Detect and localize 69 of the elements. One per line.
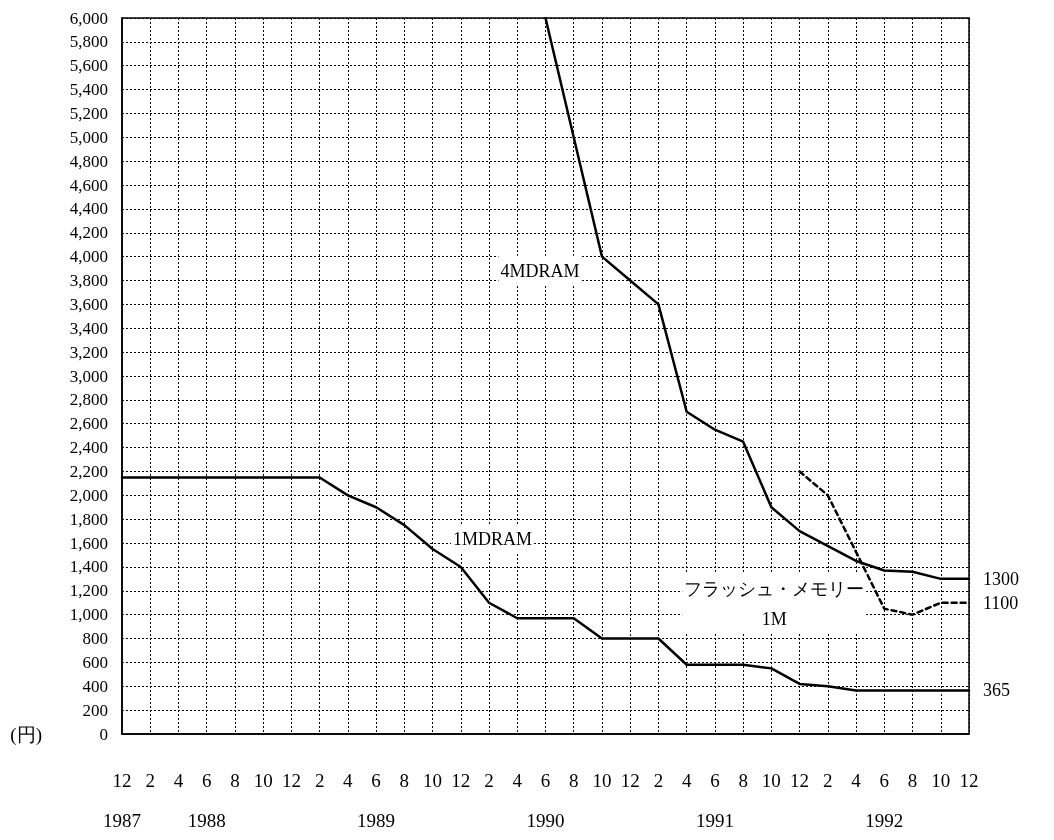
y-tick-label: 6,000 bbox=[69, 8, 108, 28]
series-label: 4MDRAM bbox=[500, 260, 580, 281]
y-tick-label: 1,400 bbox=[69, 557, 108, 577]
x-tick-label: 2 bbox=[484, 769, 494, 791]
y-tick-label: 2,600 bbox=[69, 414, 108, 434]
y-tick-label: 3,800 bbox=[69, 271, 108, 291]
y-tick-label: 1,000 bbox=[69, 605, 108, 625]
x-tick-label: 2 bbox=[145, 769, 155, 791]
x-tick-label: 6 1990 bbox=[526, 769, 565, 831]
x-tick-label: 10 bbox=[931, 769, 951, 791]
data-label: 365 bbox=[983, 680, 1010, 701]
y-tick-label: 5,800 bbox=[69, 32, 108, 52]
y-tick-label: 5,000 bbox=[69, 127, 108, 147]
x-tick-label: 4 bbox=[512, 769, 523, 791]
x-tick-label: 8 bbox=[568, 769, 579, 791]
x-tick-label: 12 bbox=[451, 769, 471, 791]
data-label: 1100 bbox=[983, 592, 1019, 613]
y-tick-label: 800 bbox=[82, 629, 108, 649]
x-tick-label: 2 bbox=[653, 769, 664, 791]
data-label: 1300 bbox=[983, 568, 1019, 589]
y-tick-label: 400 bbox=[82, 676, 108, 696]
y-tick-label: 2,000 bbox=[69, 485, 108, 505]
x-tick-label: 12 1987 bbox=[103, 769, 141, 831]
y-tick-label: 2,200 bbox=[69, 461, 108, 481]
x-tick-label: 6 1988 bbox=[187, 769, 226, 831]
x-tick-label: 10 bbox=[592, 769, 612, 791]
y-axis-title: (円) bbox=[10, 723, 42, 746]
x-tick-label: 12 bbox=[620, 769, 640, 791]
x-tick-label: 10 bbox=[423, 769, 443, 791]
y-tick-label: 1,600 bbox=[69, 533, 108, 553]
y-tick-label: 5,600 bbox=[69, 56, 108, 76]
x-tick-label: 2 bbox=[314, 769, 325, 791]
x-tick-label: 4 bbox=[681, 769, 692, 791]
x-tick-label: 12 bbox=[959, 769, 979, 791]
y-tick-label: 3,200 bbox=[69, 342, 108, 362]
x-tick-label: 6 1989 bbox=[357, 769, 396, 831]
y-tick-label: 5,400 bbox=[69, 80, 108, 100]
y-tick-label: 1,800 bbox=[69, 509, 108, 529]
y-tick-label: 3,000 bbox=[69, 366, 108, 386]
series-label: フラッシュ・メモリー 1M bbox=[684, 578, 865, 629]
y-tick-label: 4,200 bbox=[69, 223, 108, 243]
x-tick-label: 12 bbox=[790, 769, 810, 791]
x-tick-label: 10 bbox=[253, 769, 273, 791]
series-label: 1MDRAM bbox=[453, 529, 533, 550]
x-tick-label: 8 bbox=[230, 769, 240, 791]
x-tick-label: 2 bbox=[823, 769, 833, 791]
y-tick-label: 0 bbox=[99, 724, 108, 744]
y-tick-label: 4,800 bbox=[69, 151, 108, 171]
y-tick-label: 2,400 bbox=[69, 438, 108, 458]
x-tick-label: 8 bbox=[738, 769, 748, 791]
x-tick-label: 6 1992 bbox=[865, 769, 904, 831]
x-tick-label: 4 bbox=[851, 769, 862, 791]
x-tick-label: 10 bbox=[761, 769, 781, 791]
y-tick-label: 4,600 bbox=[69, 175, 108, 195]
x-tick-label: 8 bbox=[399, 769, 410, 791]
x-tick-label: 8 bbox=[907, 769, 918, 791]
y-tick-label: 200 bbox=[82, 700, 108, 720]
y-tick-label: 1,200 bbox=[69, 581, 108, 601]
x-tick-label: 6 1991 bbox=[695, 769, 734, 831]
y-tick-label: 5,200 bbox=[69, 103, 108, 123]
x-tick-label: 4 bbox=[343, 769, 354, 791]
y-tick-label: 3,400 bbox=[69, 318, 108, 338]
x-tick-label: 12 bbox=[281, 769, 301, 791]
y-tick-label: 600 bbox=[82, 652, 108, 672]
y-tick-label: 4,000 bbox=[69, 247, 108, 267]
y-tick-label: 2,800 bbox=[69, 390, 108, 410]
y-tick-label: 4,400 bbox=[69, 199, 108, 219]
y-tick-label: 3,600 bbox=[69, 294, 108, 314]
x-tick-label: 4 bbox=[173, 769, 184, 791]
